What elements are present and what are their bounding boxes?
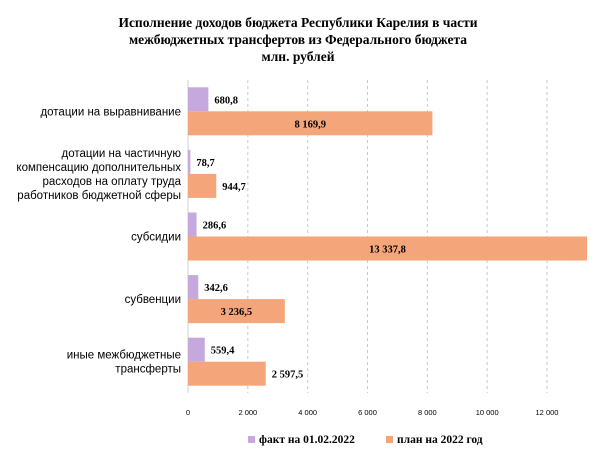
data-label-plan-2: 13 337,8 — [369, 245, 406, 256]
legend-swatch-fact — [248, 436, 255, 443]
bar-fact-1 — [188, 149, 191, 174]
x-tick-label-4: 8 000 — [418, 408, 437, 417]
category-label-1-line-1: компенсацию дополнительных — [16, 162, 181, 174]
bar-fact-3 — [188, 275, 199, 300]
data-label-fact-0: 680,8 — [214, 95, 238, 106]
x-tick-label-1: 2 000 — [238, 408, 257, 417]
category-label-2-line-0: субсидии — [131, 232, 181, 244]
category-label-1-line-3: работников бюджетной сферы — [17, 190, 181, 202]
category-label-0-line-0: дотации на выравнивание — [40, 106, 181, 118]
data-label-fact-1: 78,7 — [196, 158, 214, 169]
data-label-fact-3: 342,6 — [204, 283, 228, 294]
x-tick-label-0: 0 — [186, 408, 190, 417]
bar-plan-0 — [188, 111, 433, 136]
chart-title-line-2: межбюджетных трансфертов из Федерального… — [128, 32, 468, 47]
bar-fact-4 — [188, 337, 205, 362]
category-label-1-line-0: дотации на частичную — [61, 148, 181, 160]
legend-swatch-plan — [386, 436, 393, 443]
data-label-fact-2: 286,6 — [203, 221, 227, 232]
data-label-plan-4: 2 597,5 — [272, 370, 304, 381]
x-tick-label-6: 12 000 — [536, 408, 559, 417]
x-tick-label-3: 6 000 — [358, 408, 377, 417]
data-label-fact-4: 559,4 — [211, 346, 235, 357]
x-tick-label-2: 4 000 — [298, 408, 317, 417]
category-label-1-line-2: расходов на оплату труда — [43, 176, 182, 188]
category-label-4-line-0: иные межбюджетные — [67, 350, 181, 362]
bar-plan-1 — [188, 173, 217, 198]
bar-plan-3 — [188, 299, 285, 324]
category-label-3-line-0: субвенции — [125, 294, 181, 306]
legend-label-plan: план на 2022 год — [397, 434, 483, 446]
bar-plan-2 — [188, 236, 588, 261]
bar-plan-4 — [188, 361, 266, 386]
legend-label-fact: факт на 01.02.2022 — [259, 434, 355, 446]
data-label-plan-1: 944,7 — [222, 182, 246, 193]
bar-fact-0 — [188, 87, 209, 112]
chart-title-line-3: млн. рублей — [261, 49, 335, 64]
bar-fact-2 — [188, 212, 197, 237]
data-label-plan-3: 3 236,5 — [221, 307, 253, 318]
data-label-plan-0: 8 169,9 — [294, 119, 326, 130]
x-tick-label-5: 10 000 — [476, 408, 499, 417]
category-label-4-line-1: трансферты — [115, 364, 181, 376]
chart-title-line-1: Исполнение доходов бюджета Республики Ка… — [118, 15, 478, 30]
